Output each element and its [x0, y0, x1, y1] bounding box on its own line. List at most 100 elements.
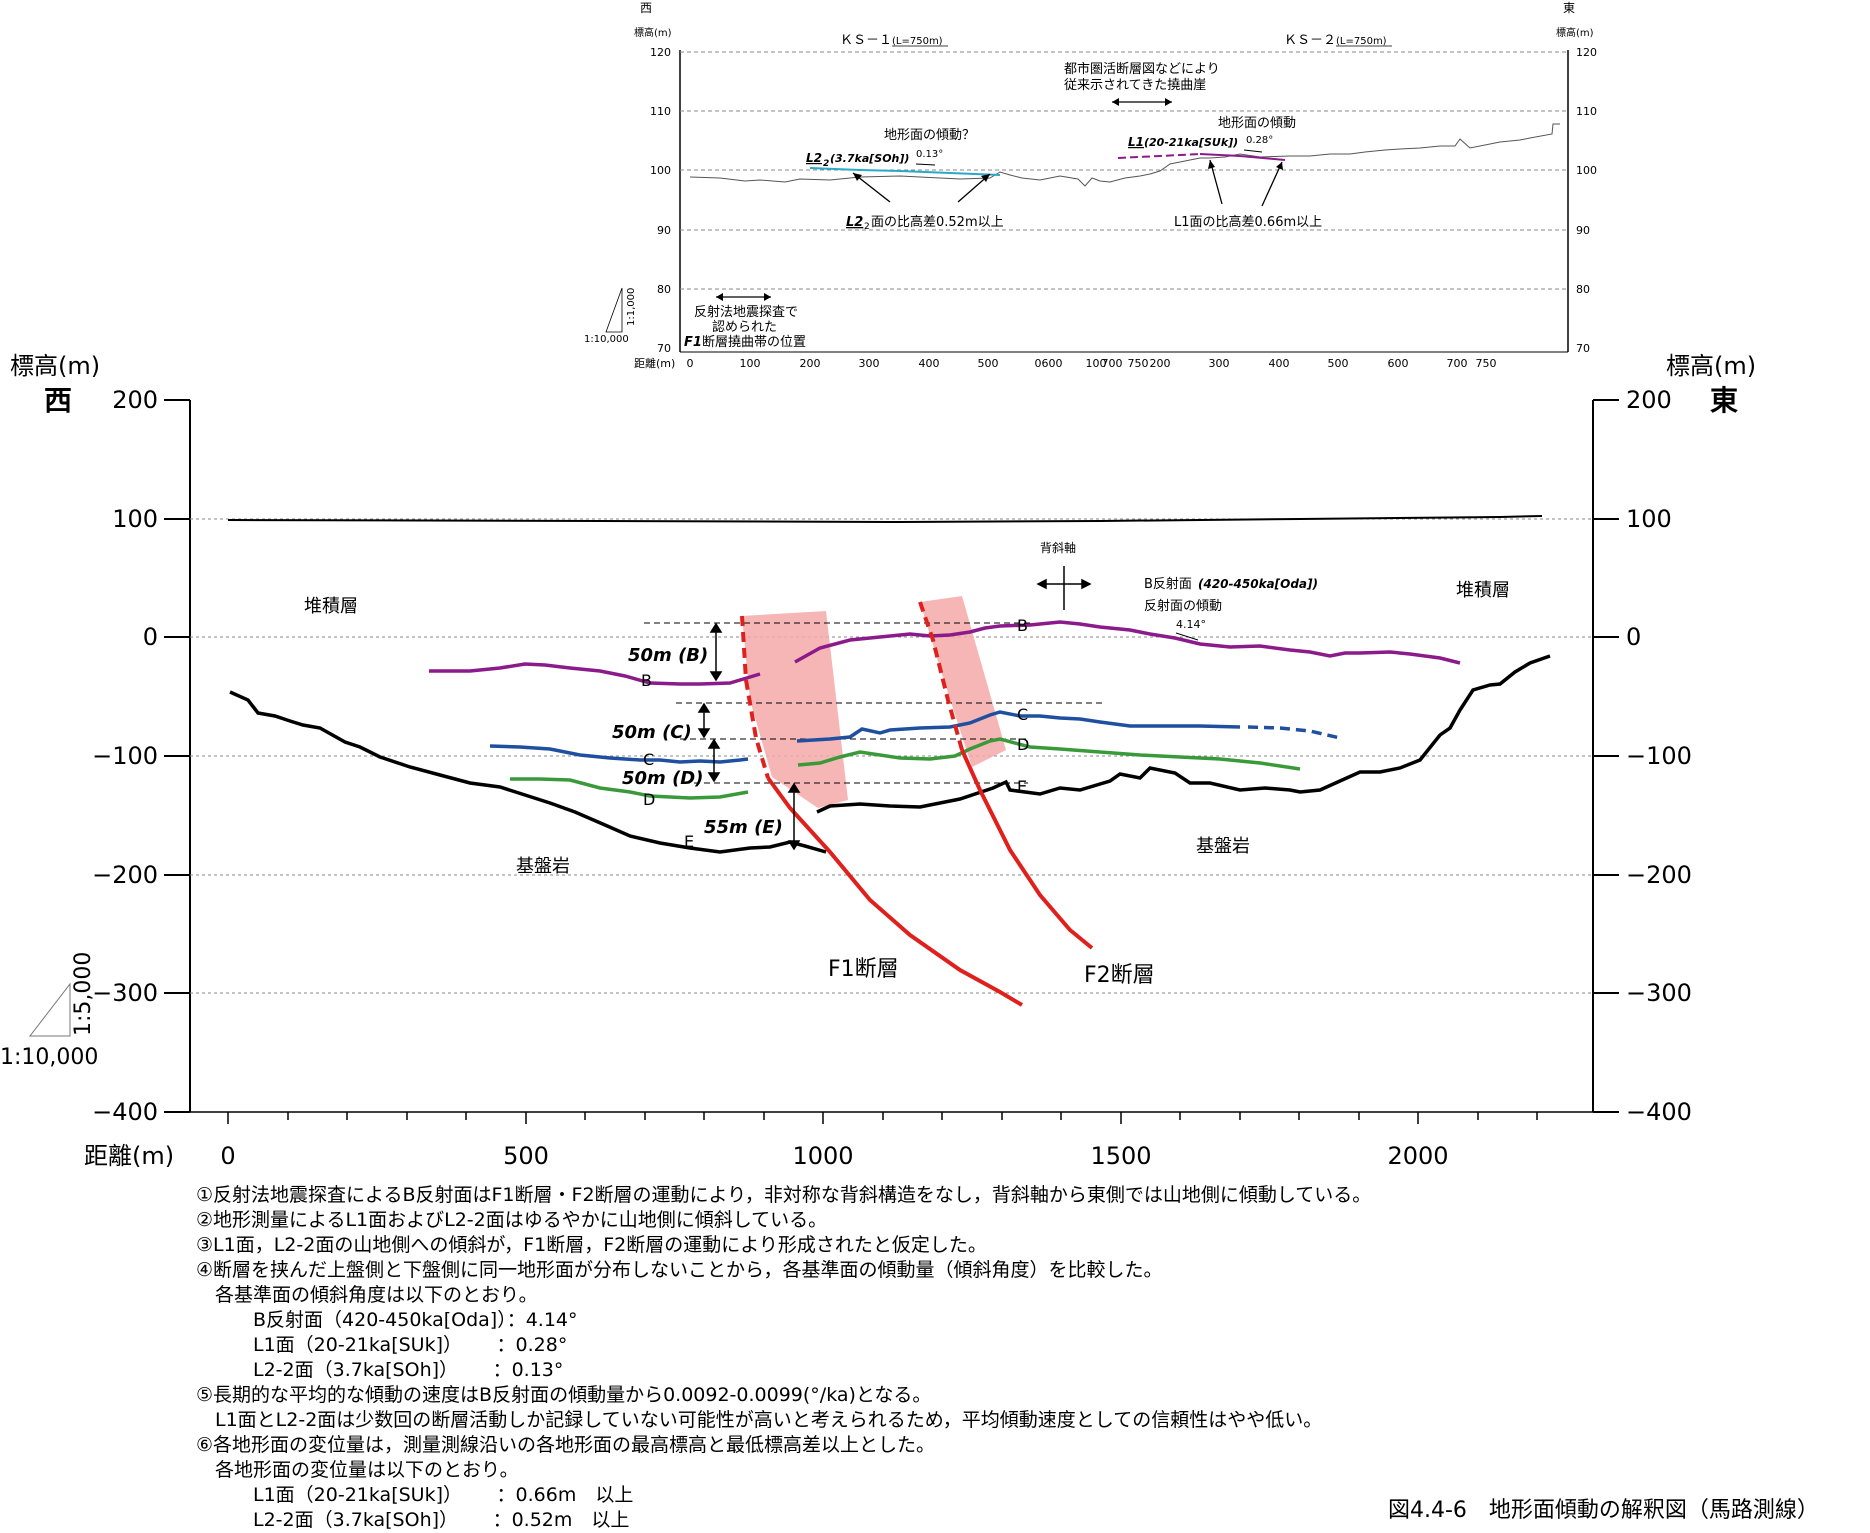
- top-ytick-left: 110: [650, 105, 671, 118]
- reflector-tilt-label: 反射面の傾動: [1144, 598, 1222, 614]
- main-elev-label-left: 標高(m): [10, 352, 100, 380]
- main-ytick-right: 100: [1626, 505, 1672, 533]
- angle-414: 4.14°: [1176, 618, 1206, 631]
- offset-guide-lines: [644, 622, 1104, 784]
- f1-fault-dashed: [740, 615, 770, 779]
- f1-fault-solid: [766, 776, 1024, 1007]
- top-ytick-right: 120: [1576, 46, 1597, 59]
- ks2-length: (L=750m): [1336, 36, 1387, 47]
- top-scale-v: 1:1,000: [626, 288, 637, 326]
- l1-surface-line: [1117, 153, 1201, 159]
- top-elev-label-left: 標高(m): [634, 26, 672, 39]
- explanation-notes: ①反射法地震探査によるB反射面はF1断層・F2断層の運動により，非対称な背斜構造…: [196, 1183, 1496, 1533]
- top-xtick: 300: [859, 357, 880, 370]
- f2-fault-label: F2断層: [1084, 963, 1155, 988]
- main-elev-label-right: 標高(m): [1666, 352, 1756, 380]
- note-line: 各地形面の変位量は以下のとおり。: [196, 1459, 519, 1481]
- seismic-line1: 反射法地震探査で: [694, 304, 798, 320]
- l1-age: (20-21ka[SUk]): [1144, 136, 1238, 149]
- top-xtick: 100: [740, 357, 761, 370]
- top-xtick: 700: [1447, 357, 1468, 370]
- note-line: ⑥各地形面の変位量は，測量測線沿いの各地形面の最高標高と最低標高差以上とした。: [196, 1434, 936, 1456]
- top-ytick-right: 100: [1576, 164, 1597, 177]
- top-scale-h: 1:10,000: [584, 334, 629, 345]
- f1-fault-zone: [742, 611, 848, 808]
- main-ytick-left: 0: [143, 623, 158, 651]
- angle-013: 0.13°: [916, 149, 943, 160]
- anticline-axis-symbol: [1036, 566, 1092, 610]
- surface-b-east: [794, 620, 1461, 665]
- note-line: L1面（20-21ka[SUk]） ：0.66m 以上: [196, 1484, 634, 1506]
- offset-c-label: 50m (C): [612, 722, 692, 743]
- top-xtick: 0: [687, 357, 694, 370]
- top-ytick-left: 70: [657, 342, 671, 355]
- b-reflector-age: (420-450ka[Oda]): [1198, 577, 1318, 591]
- note-line: ④断層を挟んだ上盤側と下盤側に同一地形面が分布しないことから，各基準面の傾動量（…: [196, 1259, 1163, 1281]
- sediment-label-west: 堆積層: [304, 596, 358, 617]
- main-ytick-right: −400: [1626, 1098, 1692, 1126]
- main-ytick-left: 200: [112, 386, 158, 414]
- top-xtick: 600: [1042, 357, 1063, 370]
- top-ytick-left: 120: [650, 46, 671, 59]
- main-ytick-left: −100: [92, 742, 158, 770]
- top-scale-triangle: [605, 287, 623, 333]
- top-xtick: 200: [800, 357, 821, 370]
- main-ytick-left: −400: [92, 1098, 158, 1126]
- top-profile: 西 東 標高(m) 標高(m) 120 110 100 90 80 70 120…: [584, 1, 1597, 370]
- surface-b-west: [429, 662, 761, 686]
- seismic-line3b: 断層撓曲帯の位置: [702, 335, 806, 350]
- layer-label-d-west: D: [643, 790, 655, 809]
- layer-label-e-east: E: [1017, 777, 1027, 796]
- main-ytick-right: −100: [1626, 742, 1692, 770]
- ann-fault-scarp-line1: 都市圏活断層図などにより: [1064, 61, 1220, 77]
- note-line: 各基準面の傾斜角度は以下のとおり。: [196, 1284, 538, 1306]
- layer-label-e-west: E: [684, 832, 694, 851]
- main-ytick-left: 100: [112, 505, 158, 533]
- ann-fault-scarp-line2: 従来示されてきた撓曲崖: [1064, 78, 1206, 93]
- top-elev-label-right: 標高(m): [1556, 26, 1594, 39]
- l22-surface-line: [809, 167, 1001, 176]
- l22-sub: 2: [823, 159, 829, 169]
- bedrock-label-east: 基盤岩: [1196, 836, 1250, 857]
- layer-label-c-west: C: [643, 750, 654, 769]
- top-xtick: 750: [1128, 357, 1149, 370]
- sediment-label-east: 堆積層: [1456, 580, 1510, 601]
- main-xtick: 1500: [1090, 1142, 1151, 1170]
- main-ytick-right: 200: [1626, 386, 1672, 414]
- note-line: B反射面（420-450ka[Oda]）：4.14°: [196, 1309, 578, 1331]
- note-line: L2-2面（3.7ka[SOh]） ：0.52m 以上: [196, 1509, 630, 1531]
- main-ytick-left: −200: [92, 861, 158, 889]
- surface-c-west: [489, 744, 749, 764]
- bedrock-boundary-west: [229, 690, 827, 854]
- ann-tilt-question: 地形面の傾動？: [884, 128, 975, 143]
- top-xtick: 500: [1328, 357, 1349, 370]
- offset-e-label: 55m (E): [704, 817, 783, 838]
- angle-028: 0.28°: [1246, 135, 1273, 146]
- main-section: 標高(m) 西 標高(m) 東 200 100: [0, 352, 1756, 1170]
- ks2-label: ＫＳ－２: [1284, 33, 1336, 48]
- l22-age: (3.7ka[SOh]): [830, 152, 909, 165]
- l1-diff: L1面の比高差0.66m以上: [1174, 214, 1322, 230]
- note-line: ⑤長期的な平均的な傾動の速度はB反射面の傾動量から0.0092-0.0099(°…: [196, 1384, 932, 1406]
- main-distance-label: 距離(m): [84, 1142, 174, 1170]
- offset-d-label: 50m (D): [622, 768, 703, 789]
- seismic-line3a: F1: [684, 335, 702, 350]
- ground-surface-line: [227, 515, 1543, 524]
- top-xtick: 0: [1035, 357, 1042, 370]
- layer-label-b-west: B: [641, 671, 652, 690]
- main-east-label: 東: [1710, 384, 1738, 417]
- surface-c-east: [796, 710, 1241, 743]
- note-line: ③L1面，L2-2面の山地側への傾斜が，F1断層，F2断層の運動により形成された…: [196, 1234, 987, 1256]
- main-xtick: 500: [503, 1142, 549, 1170]
- anticline-axis-label: 背斜軸: [1040, 541, 1076, 555]
- f2-fault-solid: [960, 749, 1094, 950]
- top-xtick: 750: [1476, 357, 1497, 370]
- offset-b-label: 50m (B): [628, 645, 708, 666]
- top-east-label: 東: [1563, 1, 1575, 15]
- note-line: L1面（20-21ka[SUk]） ：0.28°: [196, 1334, 568, 1356]
- note-line: L2-2面（3.7ka[SOh]） ：0.13°: [196, 1359, 564, 1381]
- top-distance-label: 距離(m): [634, 356, 675, 370]
- l22-label: L2: [806, 151, 822, 165]
- top-xtick: 600: [1388, 357, 1409, 370]
